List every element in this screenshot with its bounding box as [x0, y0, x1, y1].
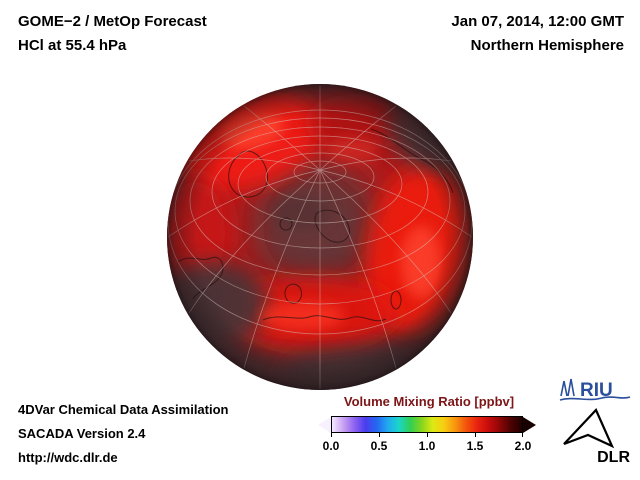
colorbar-tickmarks [331, 433, 523, 437]
colorbar-tick-label: 0.0 [322, 439, 340, 453]
tick-mark [331, 433, 332, 437]
datetime-label: Jan 07, 2014, 12:00 GMT [451, 13, 624, 30]
header-right: Jan 07, 2014, 12:00 GMT Northern Hemisph… [451, 10, 624, 58]
header-left: GOME−2 / MetOp Forecast HCl at 55.4 hPa [18, 10, 207, 58]
colorbar-title: Volume Mixing Ratio [ppbv] [343, 394, 515, 409]
colorbar-under-arrow [318, 416, 331, 433]
tick-mark [475, 433, 476, 437]
assimilation-label: 4DVar Chemical Data Assimilation [18, 402, 229, 417]
riu-swoosh [559, 396, 631, 401]
colorbar-tick-label: 1.0 [418, 439, 436, 453]
colorbar-tick-label: 0.5 [370, 439, 388, 453]
dlr-emblem-icon [563, 408, 615, 449]
riu-cathedral-icon [560, 378, 575, 397]
riu-logo-text: RIU [580, 380, 613, 401]
colorbar-row [318, 416, 540, 433]
tick-mark [379, 433, 380, 437]
tick-mark [522, 433, 523, 437]
dlr-logo: DLR [556, 402, 634, 471]
plot-subtitle: HCl at 55.4 hPa [18, 37, 127, 54]
version-label: SACADA Version 2.4 [18, 426, 146, 441]
limb-shading [167, 84, 473, 390]
riu-logo: RIU [558, 376, 632, 409]
dlr-logo-text: DLR [597, 449, 630, 466]
colorbar-tick-label: 1.5 [466, 439, 484, 453]
url-label: http://wdc.dlr.de [18, 450, 118, 465]
footer-left: 4DVar Chemical Data Assimilation SACADA … [18, 398, 229, 470]
colorbar-over-arrow [523, 416, 536, 433]
colorbar-tick-label: 2.0 [514, 439, 532, 453]
region-label: Northern Hemisphere [470, 37, 624, 54]
colorbar-tick-labels: 0.0 0.5 1.0 1.5 2.0 [323, 439, 532, 454]
colorbar-gradient [331, 416, 523, 433]
plot-title: GOME−2 / MetOp Forecast [18, 13, 207, 30]
colorbar: Volume Mixing Ratio [ppbv] 0.0 0.5 1.0 1… [318, 394, 540, 454]
tick-mark [427, 433, 428, 437]
